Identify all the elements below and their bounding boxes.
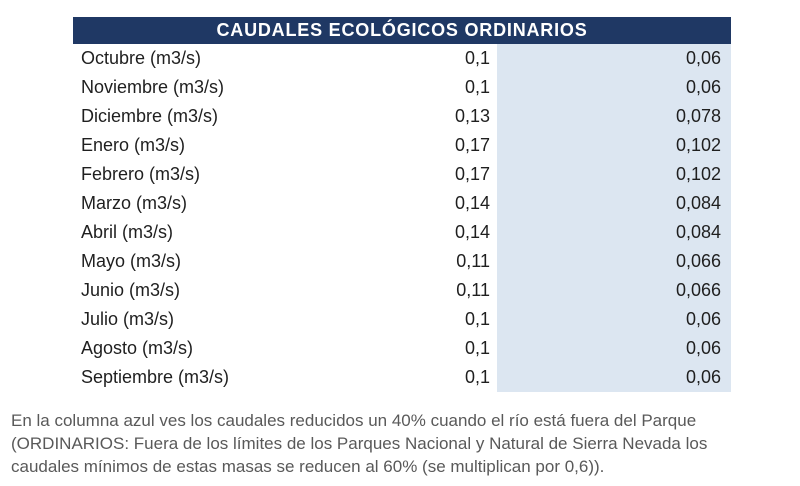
ecological-flows-table: CAUDALES ECOLÓGICOS ORDINARIOS Octubre (… bbox=[73, 17, 731, 392]
month-label: Agosto (m3/s) bbox=[81, 338, 194, 358]
table-row: Mayo (m3/s) 0,11 0,066 bbox=[73, 247, 731, 276]
month-label: Septiembre (m3/s) bbox=[81, 367, 230, 387]
reduced-flow-value: 0,06 bbox=[497, 73, 731, 102]
table-row: Septiembre (m3/s) 0,1 0,06 bbox=[73, 363, 731, 392]
month-label: Abril (m3/s) bbox=[81, 222, 174, 242]
month-label: Enero (m3/s) bbox=[81, 135, 186, 155]
table-row: Diciembre (m3/s) 0,13 0,078 bbox=[73, 102, 731, 131]
reduced-flow-value: 0,066 bbox=[497, 276, 731, 305]
ordinary-flow-value: 0,11 bbox=[456, 280, 490, 300]
month-label: Octubre (m3/s) bbox=[81, 48, 202, 68]
table-row: Noviembre (m3/s) 0,1 0,06 bbox=[73, 73, 731, 102]
month-label: Marzo (m3/s) bbox=[81, 193, 188, 213]
footnote: En la columna azul ves los caudales redu… bbox=[11, 409, 793, 478]
ordinary-flow-value: 0,17 bbox=[454, 164, 490, 184]
ordinary-flow-value: 0,14 bbox=[454, 222, 490, 242]
ordinary-flow-value: 0,14 bbox=[454, 193, 490, 213]
table-row: Marzo (m3/s) 0,14 0,084 bbox=[73, 189, 731, 218]
month-label: Mayo (m3/s) bbox=[81, 251, 182, 271]
ordinary-flow-value: 0,1 bbox=[464, 48, 490, 68]
table-title: CAUDALES ECOLÓGICOS ORDINARIOS bbox=[73, 17, 731, 44]
table-row: Junio (m3/s) 0,11 0,066 bbox=[73, 276, 731, 305]
month-label: Noviembre (m3/s) bbox=[81, 77, 225, 97]
reduced-flow-value: 0,06 bbox=[497, 363, 731, 392]
ordinary-flow-value: 0,1 bbox=[464, 338, 490, 358]
reduced-flow-value: 0,06 bbox=[497, 334, 731, 363]
footnote-line: caudales mínimos de estas masas se reduc… bbox=[11, 457, 605, 476]
table-row: Agosto (m3/s) 0,1 0,06 bbox=[73, 334, 731, 363]
reduced-flow-value: 0,102 bbox=[497, 160, 731, 189]
reduced-flow-value: 0,084 bbox=[497, 218, 731, 247]
table-row: Febrero (m3/s) 0,17 0,102 bbox=[73, 160, 731, 189]
ordinary-flow-value: 0,13 bbox=[454, 106, 490, 126]
month-label: Febrero (m3/s) bbox=[81, 164, 201, 184]
table-row: Abril (m3/s) 0,14 0,084 bbox=[73, 218, 731, 247]
reduced-flow-value: 0,066 bbox=[497, 247, 731, 276]
ordinary-flow-value: 0,1 bbox=[464, 367, 490, 387]
reduced-flow-value: 0,102 bbox=[497, 131, 731, 160]
table-row: Enero (m3/s) 0,17 0,102 bbox=[73, 131, 731, 160]
ordinary-flow-value: 0,11 bbox=[456, 251, 490, 271]
month-label: Julio (m3/s) bbox=[81, 309, 175, 329]
footnote-line: (ORDINARIOS: Fuera de los límites de los… bbox=[11, 434, 708, 453]
month-label: Diciembre (m3/s) bbox=[81, 106, 219, 126]
reduced-flow-value: 0,084 bbox=[497, 189, 731, 218]
ordinary-flow-value: 0,17 bbox=[454, 135, 490, 155]
ordinary-flow-value: 0,1 bbox=[464, 77, 490, 97]
month-label: Junio (m3/s) bbox=[81, 280, 181, 300]
reduced-flow-value: 0,06 bbox=[497, 305, 731, 334]
footnote-line: En la columna azul ves los caudales redu… bbox=[11, 411, 697, 430]
table-row: Octubre (m3/s) 0,1 0,06 bbox=[73, 44, 731, 73]
reduced-flow-value: 0,078 bbox=[497, 102, 731, 131]
table-row: Julio (m3/s) 0,1 0,06 bbox=[73, 305, 731, 334]
reduced-flow-value: 0,06 bbox=[497, 44, 731, 73]
ordinary-flow-value: 0,1 bbox=[464, 309, 490, 329]
